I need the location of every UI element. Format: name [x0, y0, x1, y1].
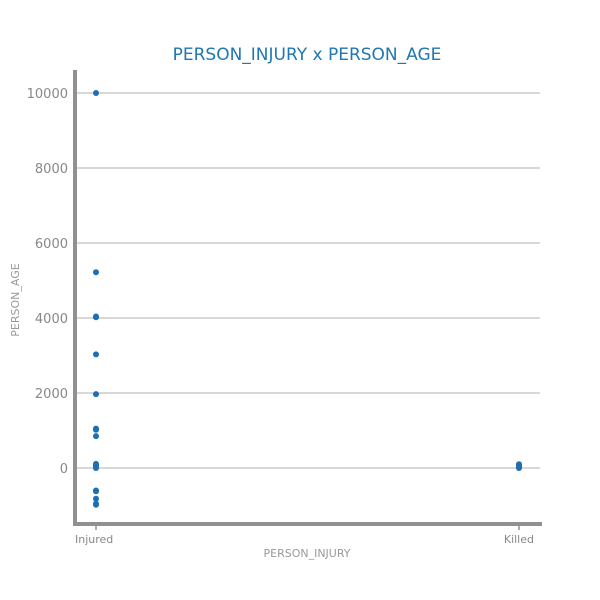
y-tick-label: 4000 [35, 312, 68, 327]
data-point [93, 488, 99, 495]
data-point [93, 495, 99, 502]
x-axis-label: PERSON_INJURY [263, 547, 350, 560]
data-point [93, 269, 99, 276]
data-point [93, 314, 99, 321]
y-tick-label: 2000 [35, 387, 68, 402]
x-tick-labels: Injured Killed [75, 526, 534, 546]
y-tick-label: 6000 [35, 237, 68, 252]
data-points [93, 90, 522, 508]
y-axis-label: PERSON_AGE [9, 263, 22, 336]
data-point [93, 465, 99, 471]
data-point [93, 433, 99, 440]
y-tick-label: 0 [60, 462, 68, 477]
data-point [93, 391, 99, 398]
data-point [93, 90, 99, 96]
data-point [93, 501, 99, 508]
data-point [93, 351, 99, 358]
y-tick-label: 10000 [27, 87, 68, 102]
x-tick-label: Injured [75, 533, 113, 546]
y-tick-label: 8000 [35, 162, 68, 177]
data-point [93, 426, 99, 433]
grid-lines [75, 92, 540, 469]
y-tick-labels: 0 2000 4000 6000 8000 10000 [27, 87, 68, 477]
x-tick-label: Killed [504, 533, 534, 546]
chart-title: PERSON_INJURY x PERSON_AGE [173, 45, 442, 65]
data-point [516, 465, 522, 471]
